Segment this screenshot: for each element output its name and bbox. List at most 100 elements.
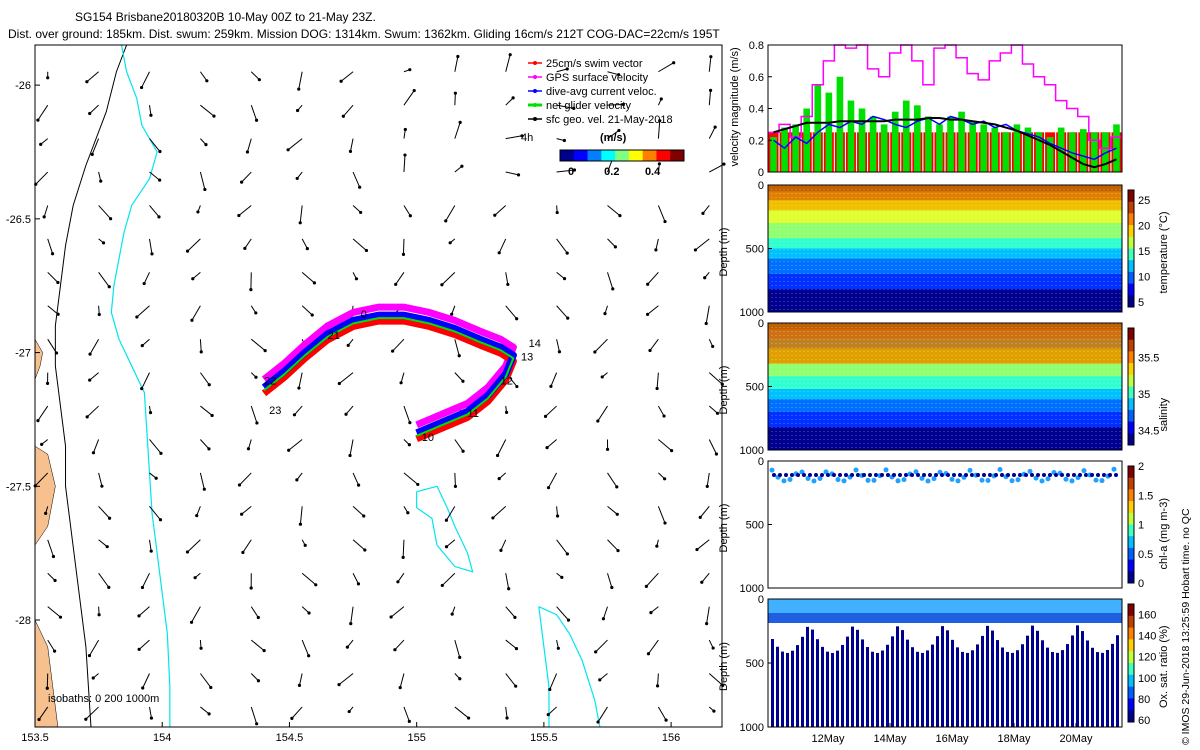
sfc-vel-arrowhead — [506, 282, 510, 287]
sfc-vel-arrow — [400, 372, 405, 383]
sfc-vel-arrow — [505, 706, 508, 719]
temperature-depth-band — [768, 248, 1122, 260]
isobath-200m — [110, 44, 171, 727]
sfc-vel-arrowhead — [303, 543, 307, 547]
oxygen-dive-column — [1106, 650, 1109, 727]
salinity-colorbar-tick-label: 35.5 — [1138, 352, 1159, 364]
sfc-vel-arrow — [247, 439, 252, 449]
oxygen-dive-column — [886, 644, 889, 727]
oxygen-dive-column — [801, 636, 804, 727]
chla-sample — [925, 478, 931, 484]
sfc-vel-arrow — [708, 372, 723, 385]
sfc-vel-arrow — [402, 539, 405, 558]
oxygen-dive-column — [826, 651, 829, 727]
sfc-vel-arrowhead — [292, 413, 297, 417]
net-bar — [958, 111, 965, 172]
chla-sample — [1048, 473, 1052, 477]
sfc-vel-arrow — [505, 97, 514, 106]
oxygen-colorbar-tick-label: 60 — [1138, 715, 1150, 727]
temperature-depth-band — [768, 223, 1122, 239]
chla-sample — [826, 473, 830, 477]
chla-sample — [856, 473, 860, 477]
sfc-vel-arrowhead — [596, 720, 600, 724]
track-day-label: 12 — [501, 376, 513, 388]
sfc-vel-arrowhead — [287, 448, 291, 452]
sfc-vel-arrow — [548, 472, 558, 488]
oxygen-dive-column — [1006, 651, 1009, 727]
chla-sample — [1015, 477, 1021, 483]
net-bar — [947, 116, 954, 172]
sfc-vel-arrow — [454, 339, 460, 356]
sfc-vel-arrowhead — [461, 379, 465, 383]
sfc-vel-arrowhead — [42, 215, 46, 219]
sfc-vel-arrow — [597, 405, 608, 422]
chla-sample — [931, 476, 937, 482]
oxygen-surface-band — [768, 599, 1122, 613]
sfc-vel-arrowhead — [560, 575, 564, 579]
sfc-vel-arrowhead — [557, 350, 562, 354]
map-y-tick-label: -27.5 — [6, 481, 31, 493]
temperature-colorbar-tick-label: 10 — [1138, 271, 1150, 283]
sfc-vel-arrow — [199, 339, 202, 352]
sfc-vel-arrowhead — [45, 686, 49, 690]
salinity-y-tick-label: 1000 — [740, 445, 764, 457]
sfc-vel-arrow — [399, 673, 405, 688]
sfc-vel-arrowhead — [295, 108, 300, 113]
sfc-vel-arrowhead — [364, 248, 369, 253]
sfc-vel-arrow — [250, 405, 258, 424]
chla-sample — [769, 467, 775, 473]
sfc-vel-arrow — [98, 572, 110, 588]
chla-sample — [940, 473, 944, 477]
isobaths-label: isobaths: 0 200 1000m — [48, 693, 159, 705]
chla-sample — [796, 473, 800, 477]
colorbar-segment — [642, 150, 657, 161]
temperature-depth-band — [768, 210, 1122, 224]
sfc-vel-arrow — [141, 71, 150, 88]
sfc-vel-arrowhead — [616, 548, 620, 553]
sfc-vel-arrow — [556, 169, 575, 173]
sfc-vel-arrowhead — [555, 514, 560, 518]
colorbar-segment — [615, 150, 630, 161]
sfc-vel-arrow — [454, 372, 464, 382]
temperature-ylabel: Depth (m) — [718, 228, 730, 277]
sfc-vel-arrowhead — [91, 451, 96, 455]
oxygen-dive-column — [1096, 652, 1099, 727]
sfc-vel-arrow — [299, 506, 303, 525]
sfc-vel-arrow — [595, 639, 608, 653]
oxygen-colorbar-tick-label: 80 — [1138, 694, 1150, 706]
chla-colorbar-label: chl-a (mg m-3) — [1158, 498, 1170, 570]
oxygen-colorbar-tick-label: 140 — [1138, 631, 1156, 643]
sfc-vel-arrow — [98, 539, 108, 548]
sfc-vel-arrow — [340, 71, 354, 82]
sfc-vel-arrowhead — [240, 180, 244, 184]
temperature-depth-band — [768, 273, 1122, 290]
oxygen-colorbar-tick-label: 120 — [1138, 652, 1156, 664]
map-x-tick-label: 154 — [153, 732, 171, 744]
time-tick-label: 12May — [811, 733, 845, 745]
sfc-vel-arrowhead — [594, 650, 598, 654]
sfc-vel-arrowhead — [37, 717, 41, 722]
sfc-vel-arrow — [98, 506, 110, 519]
sfc-vel-arrowhead — [617, 73, 621, 77]
sfc-vel-arrowhead — [240, 512, 244, 516]
temperature-colorbar-segment — [1128, 201, 1134, 214]
chla-sample — [901, 477, 907, 483]
colorbar-tick-label: 0 — [568, 166, 574, 178]
track-day-label: 22 — [264, 376, 276, 388]
sfc-vel-arrow — [149, 138, 161, 152]
sfc-vel-arrowhead — [209, 685, 213, 690]
sfc-vel-arrow — [47, 572, 56, 581]
oxygen-dive-column — [786, 652, 789, 727]
oxygen-dive-column — [861, 639, 864, 727]
chla-sample — [1012, 473, 1016, 477]
oxygen-dive-column — [1031, 625, 1034, 727]
chla-sample — [1030, 473, 1034, 477]
sfc-vel-arrowhead — [672, 61, 676, 65]
sfc-vel-arrow — [47, 606, 61, 618]
sfc-vel-arrow — [441, 271, 456, 286]
sfc-vel-arrowhead — [348, 453, 352, 458]
sfc-vel-arrow — [708, 90, 712, 106]
isobath-seamount — [416, 485, 474, 573]
chla-sample — [835, 477, 841, 483]
sfc-vel-arrow — [35, 171, 49, 185]
